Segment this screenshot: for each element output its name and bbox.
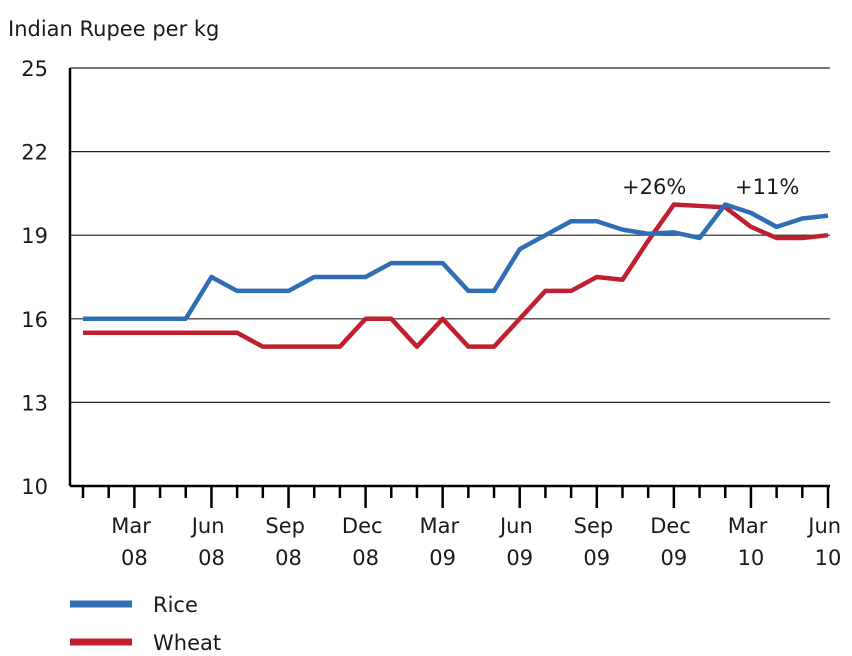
y-axis-label: Indian Rupee per kg (8, 17, 219, 41)
x-tick-label: Dec 09 (650, 514, 697, 570)
x-tick-label: Mar 08 (111, 514, 157, 570)
x-tick-label: Dec 08 (342, 514, 389, 570)
x-tick-label: Jun 10 (806, 514, 848, 570)
y-tick-label: 25 (21, 57, 48, 81)
legend-label: Wheat (153, 631, 221, 655)
x-tick-label: Jun 09 (498, 514, 540, 570)
y-tick-label: 19 (21, 224, 48, 248)
y-tick-label: 22 (21, 141, 48, 165)
x-tick-label: Mar 10 (728, 514, 774, 570)
x-tick-label: Sep 08 (265, 514, 311, 570)
x-tick-label: Mar 09 (420, 514, 466, 570)
y-tick-label: 13 (21, 391, 48, 415)
line-series (83, 202, 829, 322)
x-tick-label: Sep 09 (574, 514, 620, 570)
line-series (83, 202, 829, 349)
y-tick-label: 16 (21, 308, 48, 332)
annotation: +26% (622, 175, 686, 199)
annotation: +11% (735, 175, 799, 199)
legend-label: Rice (153, 593, 198, 617)
x-tick-label: Jun 08 (190, 514, 232, 570)
y-tick-label: 10 (21, 475, 48, 499)
